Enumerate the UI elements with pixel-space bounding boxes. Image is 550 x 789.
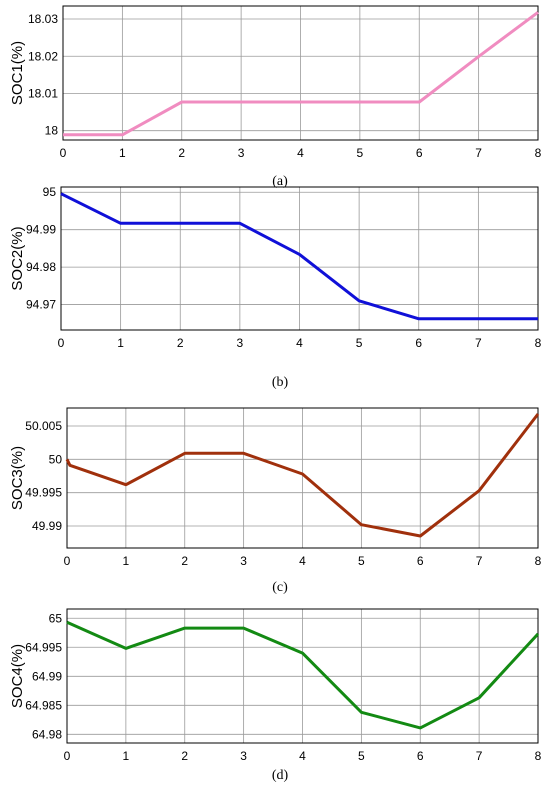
x-tick-label: 7	[476, 749, 483, 763]
y-tick-label: 18	[45, 124, 59, 138]
y-axis-label: SOC3(%)	[9, 446, 26, 510]
y-tick-label: 50	[49, 452, 63, 466]
x-tick-label: 7	[475, 336, 482, 350]
y-tick-label: 95	[43, 185, 57, 199]
y-axis-label: SOC4(%)	[9, 644, 26, 708]
chart-panel-1: 0 1 2 3 4 5 6 7 8 18 18.01 18.02 18.03 SOC1(%) (a)	[9, 5, 542, 189]
x-tick-label: 6	[417, 749, 424, 763]
figure-caption: (d)	[272, 768, 289, 783]
y-tick-label: 64.985	[25, 698, 62, 712]
x-tick-label: 1	[119, 146, 126, 160]
x-tick-label: 0	[64, 554, 71, 568]
x-tick-label: 8	[535, 749, 542, 763]
x-tick-label: 3	[237, 336, 244, 350]
x-tick-label: 3	[240, 749, 247, 763]
chart-panel-3: 0 1 2 3 4 5 6 7 8 49.99 49.995 50 50.005 SOC3(%) (c)	[9, 407, 542, 595]
y-tick-label: 18.03	[28, 12, 58, 26]
x-tick-label: 4	[299, 749, 306, 763]
x-tick-label: 1	[123, 749, 130, 763]
x-tick-label: 4	[297, 146, 304, 160]
plot-frame	[62, 5, 539, 141]
x-tick-label: 2	[181, 749, 188, 763]
y-tick-label: 49.995	[25, 486, 62, 500]
x-tick-label: 6	[415, 336, 422, 350]
y-tick-label: 49.99	[32, 519, 62, 533]
y-tick-label: 64.98	[32, 727, 62, 741]
figure-caption: (b)	[272, 375, 289, 390]
x-tick-label: 3	[240, 554, 247, 568]
x-tick-label: 1	[123, 554, 130, 568]
x-tick-label: 0	[58, 336, 65, 350]
y-axis-label: SOC1(%)	[9, 41, 26, 105]
x-tick-label: 8	[535, 554, 542, 568]
x-tick-label: 7	[475, 146, 482, 160]
figure-caption: (c)	[272, 580, 288, 595]
y-tick-label: 64.995	[25, 640, 62, 654]
x-tick-label: 0	[64, 749, 71, 763]
x-tick-label: 2	[181, 554, 188, 568]
x-tick-label: 5	[357, 146, 364, 160]
x-tick-label: 2	[178, 146, 185, 160]
plot-frame	[60, 186, 539, 331]
y-tick-label: 94.97	[26, 298, 56, 312]
y-tick-label: 64.99	[32, 669, 62, 683]
x-tick-label: 2	[177, 336, 184, 350]
x-tick-label: 3	[238, 146, 245, 160]
x-tick-label: 6	[417, 554, 424, 568]
y-tick-label: 18.02	[28, 49, 58, 63]
y-tick-label: 65	[49, 611, 63, 625]
x-tick-label: 5	[358, 749, 365, 763]
figure-caption: (a)	[272, 174, 288, 189]
x-tick-label: 8	[535, 146, 542, 160]
x-tick-label: 5	[356, 336, 363, 350]
y-tick-label: 94.99	[26, 223, 56, 237]
chart-panel-2: 0 1 2 3 4 5 6 7 8 94.97 94.98 94.99 95 SOC2(%) (b)	[9, 185, 542, 390]
x-tick-label: 6	[416, 146, 423, 160]
x-tick-label: 4	[299, 554, 306, 568]
x-tick-label: 5	[358, 554, 365, 568]
y-tick-label: 94.98	[26, 260, 56, 274]
x-tick-label: 8	[535, 336, 542, 350]
x-tick-label: 1	[117, 336, 124, 350]
plot-frame	[66, 608, 539, 744]
y-tick-label: 18.01	[28, 86, 58, 100]
y-axis-label: SOC2(%)	[9, 226, 26, 290]
x-tick-label: 4	[296, 336, 303, 350]
chart-panel-4: 0 1 2 3 4 5 6 7 8 64.98 64.985 64.99 64.995 65 SOC4(%)…	[9, 608, 542, 783]
plot-frame	[66, 407, 539, 549]
series-line	[65, 413, 540, 538]
y-tick-label: 50.005	[25, 419, 62, 433]
x-tick-label: 7	[476, 554, 483, 568]
x-tick-label: 0	[60, 146, 67, 160]
